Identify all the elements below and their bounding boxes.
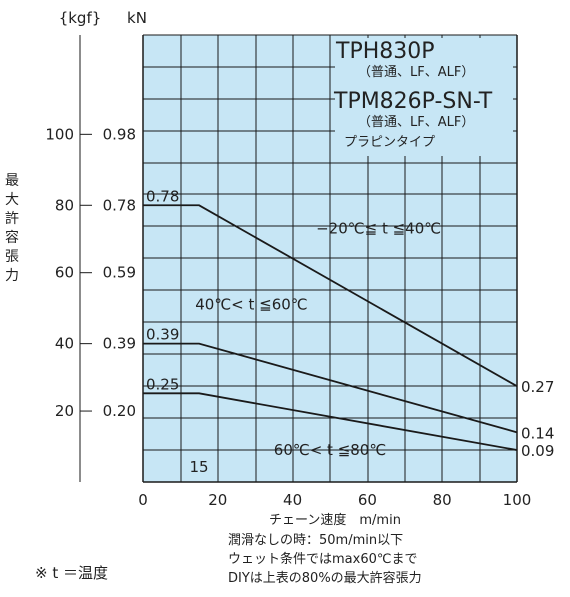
- series-start-label: 0.25: [146, 375, 179, 393]
- series-line: [143, 392, 518, 451]
- y-tick-label-kgf: 40: [55, 335, 74, 353]
- series-end-label: 0.27: [521, 378, 554, 396]
- y-tick-label-kn: 0.20: [103, 402, 136, 420]
- series-end-label: 0.14: [521, 424, 554, 442]
- axes: [79, 35, 518, 483]
- series-start-label: 0.78: [146, 187, 179, 205]
- y-tick-label-kgf: 80: [55, 196, 74, 214]
- y-axis-title-char: 大: [5, 192, 19, 208]
- note-line-2: ウェット条件ではmax60℃まで: [228, 551, 417, 567]
- series-name-label: 40℃< t ≦60℃: [195, 296, 307, 314]
- chart-title-line: （普通、LF、ALF）: [358, 115, 474, 130]
- x-tick-label: 0: [138, 491, 148, 509]
- x-tick-label: 40: [283, 491, 302, 509]
- y-tick-label-kn: 0.98: [103, 125, 136, 143]
- chart-title-line: TPH830P: [335, 39, 435, 64]
- title-block-bg: [335, 38, 513, 156]
- annotation-15: 15: [189, 458, 208, 476]
- series-lines: [143, 204, 518, 451]
- chart-labels: 0 20 40 60 80 100 100 0.98 80 0.78 60 0.59 40 0.39 20 0…: [5, 39, 554, 509]
- series-end-label: 0.09: [521, 442, 554, 460]
- chart-title-line: （普通、LF、ALF）: [358, 65, 474, 80]
- series-line: [143, 204, 518, 387]
- y-tick-label-kgf: 20: [55, 402, 74, 420]
- y-axis-title-char: 容: [5, 229, 19, 246]
- note-line-1: 潤滑なしの時：50m/min以下: [228, 533, 403, 548]
- series-start-label: 0.39: [146, 326, 179, 344]
- y-tick-label-kgf: 100: [45, 125, 74, 143]
- footnote: ※ t ＝温度: [35, 564, 108, 582]
- unit-kgf-label: {kgf}: [59, 9, 102, 27]
- series-line: [143, 342, 518, 434]
- unit-kn-label: kN: [127, 9, 147, 27]
- y-axis-title-char: 許: [5, 211, 19, 227]
- y-axis-title-char: 張: [5, 249, 19, 265]
- y-tick-label-kgf: 60: [55, 264, 74, 282]
- series-name-label: −20℃≦ t ≦40℃: [316, 219, 441, 237]
- chart-title-line: プラピンタイプ: [344, 135, 435, 150]
- series-name-label: 60℃< t ≦80℃: [274, 441, 386, 459]
- x-tick-label: 80: [433, 491, 452, 509]
- chart-title-line: TPM826P-SN-T: [333, 89, 493, 114]
- x-tick-label: 20: [208, 491, 227, 509]
- x-axis-title: チェーン速度 m/min: [269, 512, 401, 528]
- x-tick-label: 60: [358, 491, 377, 509]
- note-line-3: DIYは上表の80%の最大許容張力: [228, 570, 422, 586]
- y-tick-label-kn: 0.78: [103, 196, 136, 214]
- y-tick-label-kn: 0.59: [103, 264, 136, 282]
- y-axis-title-char: 力: [5, 268, 19, 284]
- y-axis-title-char: 最: [5, 173, 19, 189]
- y-tick-label-kn: 0.39: [103, 335, 136, 353]
- x-tick-label: 100: [503, 491, 532, 509]
